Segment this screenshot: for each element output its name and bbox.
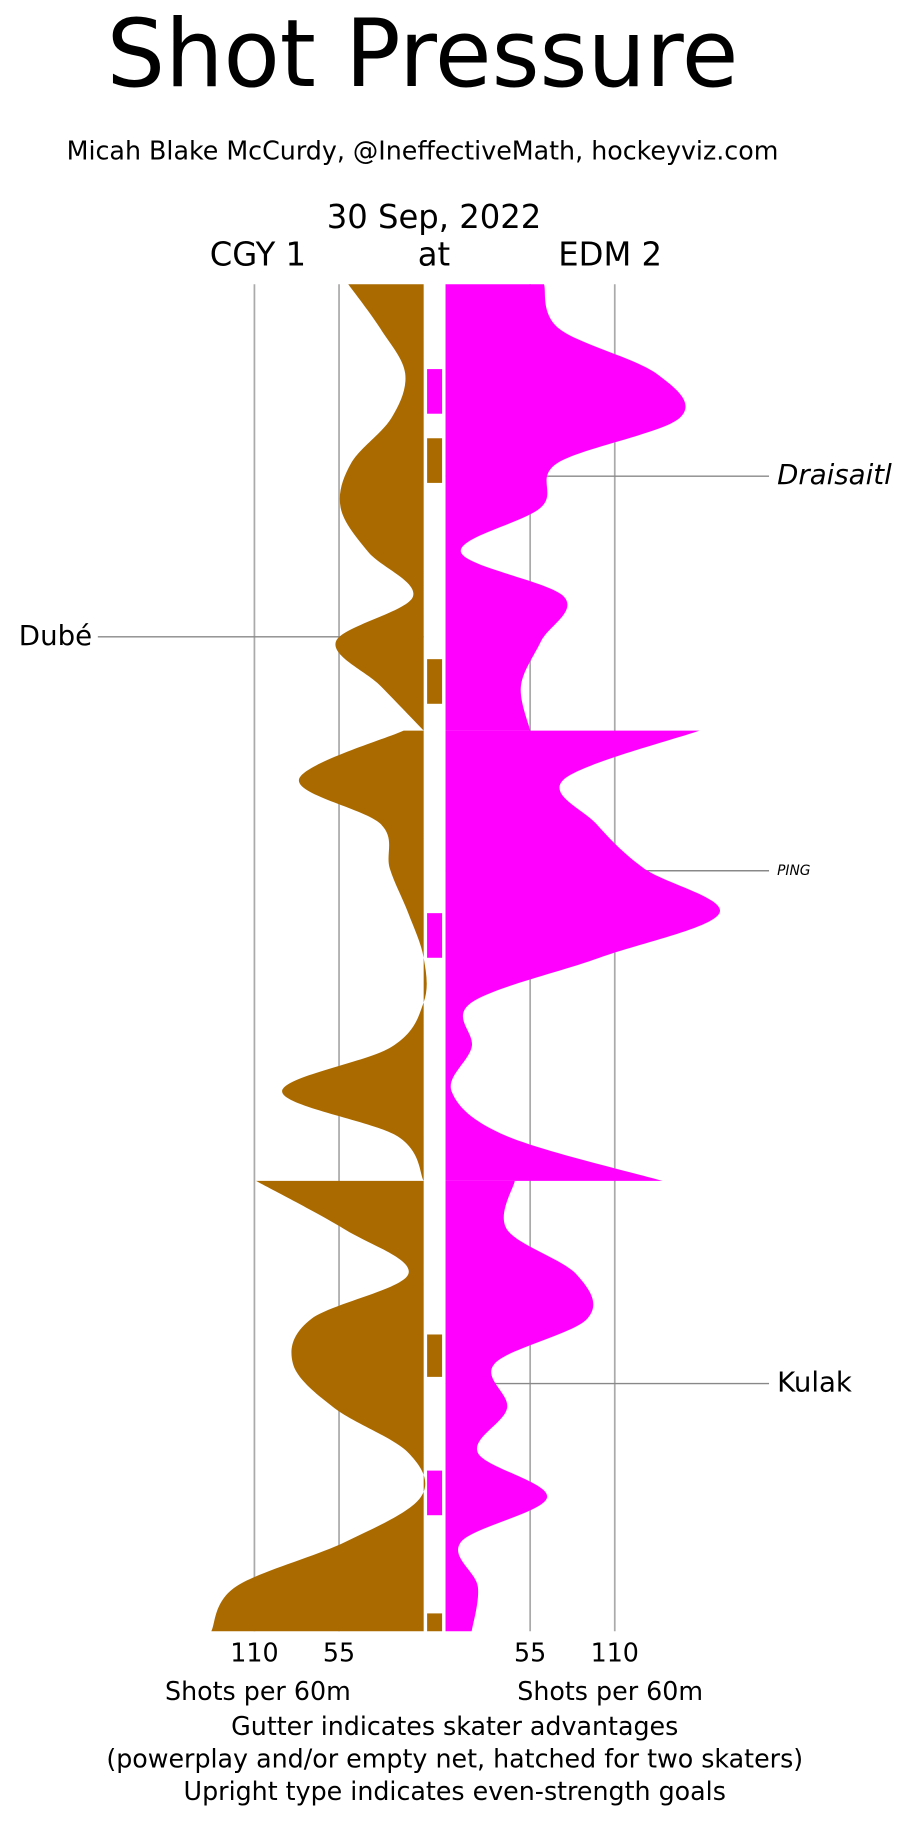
pressure-area: [211, 1180, 426, 1632]
goal-label: PING: [777, 863, 811, 879]
pressure-area: [445, 284, 686, 731]
at-label: at: [418, 235, 450, 273]
gutter-block: [427, 913, 443, 958]
date: 30 Sep, 2022: [327, 198, 541, 236]
pressure-area: [282, 730, 427, 1181]
chart-title: Shot Pressure: [107, 0, 739, 108]
gutter-block: [427, 659, 443, 704]
footnote: Gutter indicates skater advantages: [231, 1712, 678, 1742]
gutter-block: [427, 1334, 443, 1377]
footnote: (powerplay and/or empty net, hatched for…: [106, 1744, 803, 1774]
goal-label: Kulak: [777, 1365, 852, 1398]
x-axis-label: Shots per 60m: [517, 1677, 703, 1707]
footnote: Upright type indicates even-strength goa…: [184, 1777, 726, 1807]
gutter-block: [427, 438, 443, 483]
goal-label: Draisaitl: [777, 458, 892, 491]
x-axis-label: Shots per 60m: [165, 1677, 351, 1707]
x-tick-label: 55: [514, 1638, 546, 1668]
pressure-area: [445, 1180, 594, 1632]
pressure-area: [445, 730, 720, 1181]
away-team: CGY 1: [210, 235, 306, 273]
gutter-block: [427, 1613, 443, 1632]
home-team: EDM 2: [558, 235, 662, 273]
x-tick-label: 110: [230, 1638, 278, 1668]
goal-label: Dubé: [19, 619, 92, 652]
x-tick-label: 110: [591, 1638, 639, 1668]
pressure-area: [335, 284, 424, 731]
x-tick-label: 55: [323, 1638, 355, 1668]
gutter-block: [427, 369, 443, 414]
gutter-block: [427, 1470, 443, 1516]
subtitle: Micah Blake McCurdy, @IneffectiveMath, h…: [67, 137, 779, 167]
